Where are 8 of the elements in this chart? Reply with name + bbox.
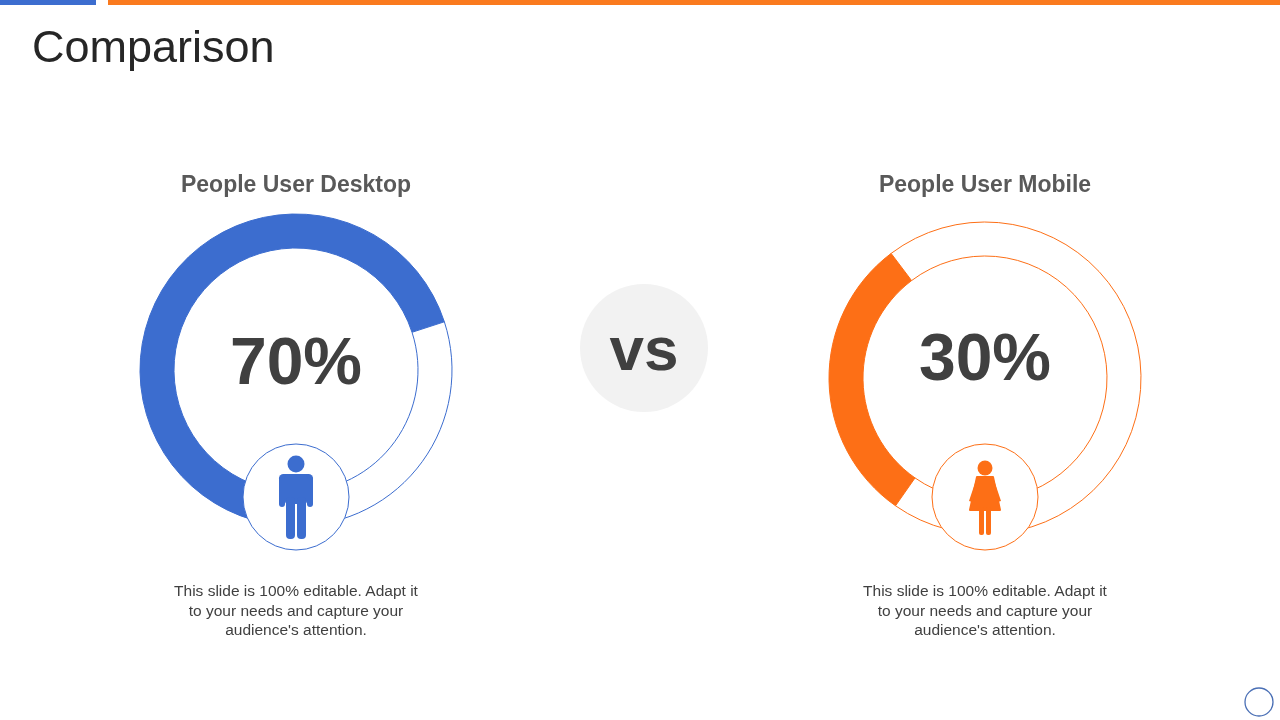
text: 30% [918, 320, 1052, 394]
chart-title: People User Mobile [878, 171, 1092, 197]
text: This slide is 100% editable. Adapt it to your needs and capture your audience's attention. [174, 582, 419, 638]
text: This slide is 100% editable. Adapt it to your needs and capture your audience's attention. [863, 582, 1108, 638]
chart-title: People User Desktop [180, 171, 412, 197]
text: Comparison [32, 21, 275, 72]
text: 70% [229, 324, 363, 398]
text: vs [609, 314, 679, 383]
